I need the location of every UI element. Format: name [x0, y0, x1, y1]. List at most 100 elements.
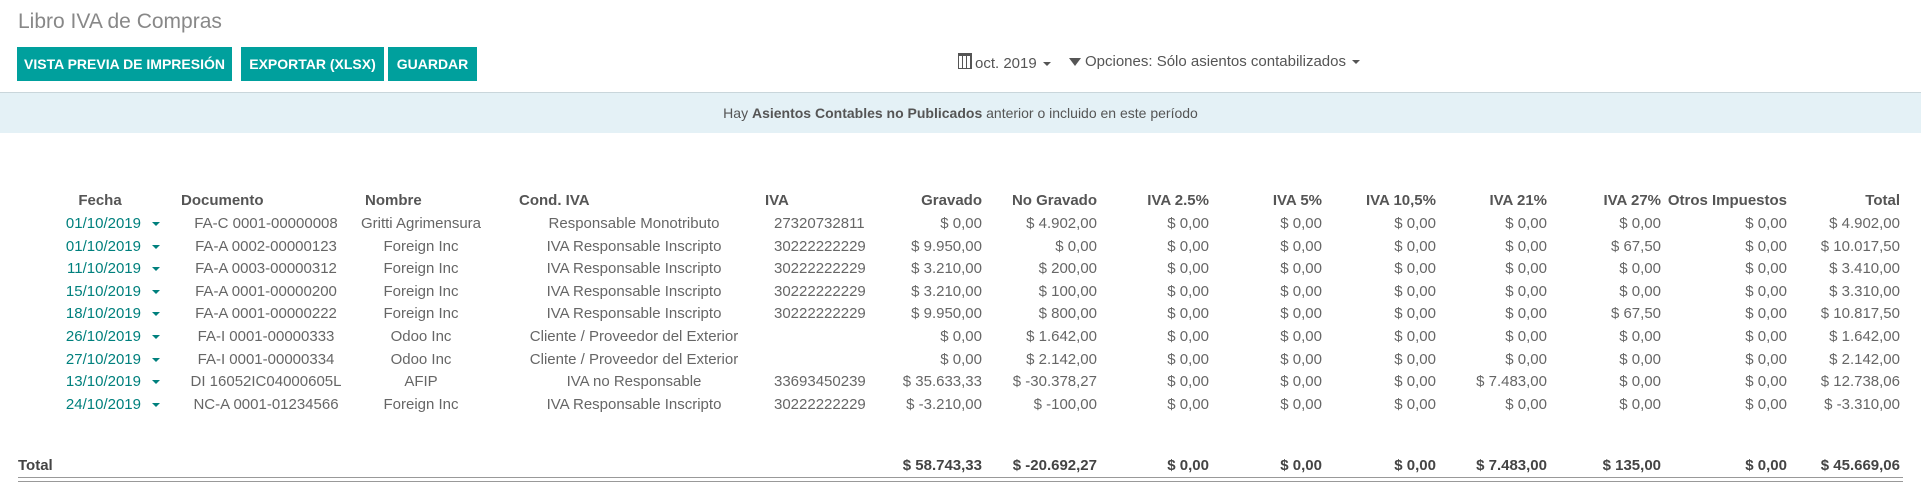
caret-down-icon[interactable]: [152, 335, 160, 339]
cell-date[interactable]: 27/10/2019: [65, 350, 141, 368]
caret-down-icon[interactable]: [152, 357, 160, 362]
cell-document: FA-I 0001-00000333: [197, 328, 335, 345]
header-vat-2-5[interactable]: IVA 2.5%: [1147, 192, 1209, 209]
cell-other-taxes: $ 0,00: [1745, 328, 1787, 345]
cell-vat-2-5: $ 0,00: [1167, 373, 1209, 391]
total-untaxed: $ -20.692,27: [1012, 457, 1097, 474]
cell-other-taxes: $ 0,00: [1745, 395, 1787, 413]
cell-vat-27: $ 67,50: [1610, 237, 1661, 255]
total-taxed: $ 58.743,33: [902, 457, 982, 474]
cell-vat-10-5: $ 0,00: [1394, 328, 1436, 345]
cell-date[interactable]: 24/10/2019: [65, 395, 141, 413]
caret-down-icon[interactable]: [152, 402, 160, 407]
total-vat-21: $ 7.483,00: [1476, 457, 1547, 474]
table-row: 11/10/2019 FA-A 0003-00000312 Foreign Inc I…: [0, 258, 1921, 280]
table-row: 24/10/2019 NC-A 0001-01234566 Foreign Inc I…: [0, 394, 1921, 416]
cell-vat-id: 30222222229: [774, 260, 866, 278]
cell-date[interactable]: 18/10/2019: [65, 305, 141, 323]
total-vat-27: $ 135,00: [1602, 457, 1661, 474]
cell-untaxed: $ 100,00: [1038, 282, 1097, 300]
total-double-underline: [18, 477, 1903, 482]
cell-vat-2-5: $ 0,00: [1167, 260, 1209, 278]
total-label: Total: [18, 457, 53, 474]
options-filter[interactable]: Opciones: Sólo asientos contabilizados: [1069, 53, 1360, 70]
cell-name: Odoo Inc: [390, 328, 452, 345]
cell-other-taxes: $ 0,00: [1745, 373, 1787, 391]
cell-vat-condition: Responsable Monotributo: [548, 215, 720, 232]
cell-vat-condition: IVA Responsable Inscripto: [546, 237, 722, 255]
export-xlsx-button[interactable]: EXPORTAR (XLSX): [241, 47, 384, 81]
cell-taxed: $ 0,00: [940, 328, 982, 345]
cell-total: $ 2.142,00: [1829, 350, 1900, 368]
cell-vat-id: 30222222229: [774, 237, 866, 255]
total-row: Total $ 58.743,33 $ -20.692,27 $ 0,00 $ 0,00…: [0, 455, 1921, 477]
save-button[interactable]: GUARDAR: [388, 47, 477, 81]
caret-down-icon[interactable]: [152, 222, 160, 226]
caret-down-icon[interactable]: [152, 267, 160, 272]
total-vat-2-5: $ 0,00: [1167, 457, 1209, 474]
cell-taxed: $ 0,00: [940, 215, 982, 232]
total-vat-5: $ 0,00: [1280, 457, 1322, 474]
caret-down-icon[interactable]: [152, 380, 160, 385]
table-header: Fecha Documento Nombre Cond. IVA IVA Gravado N…: [0, 190, 1921, 212]
header-document[interactable]: Documento: [181, 192, 264, 209]
cell-vat-10-5: $ 0,00: [1394, 260, 1436, 278]
header-vat-condition[interactable]: Cond. IVA: [519, 192, 590, 209]
header-vat-5[interactable]: IVA 5%: [1272, 192, 1322, 209]
cell-vat-5: $ 0,00: [1280, 373, 1322, 391]
cell-date[interactable]: 13/10/2019: [65, 373, 141, 391]
cell-date[interactable]: 11/10/2019: [67, 260, 141, 278]
filter-icon: [1069, 58, 1081, 67]
cell-document: FA-A 0001-00000200: [195, 282, 337, 300]
cell-vat-5: $ 0,00: [1280, 260, 1322, 278]
cell-vat-10-5: $ 0,00: [1394, 305, 1436, 323]
cell-date[interactable]: 26/10/2019: [65, 328, 141, 345]
cell-taxed: $ -3.210,00: [906, 395, 982, 413]
header-vat-27[interactable]: IVA 27%: [1603, 192, 1661, 209]
cell-untaxed: $ -100,00: [1033, 395, 1097, 413]
header-vat-21[interactable]: IVA 21%: [1489, 192, 1547, 209]
print-preview-button[interactable]: VISTA PREVIA DE IMPRESIÓN: [17, 47, 232, 81]
cell-vat-2-5: $ 0,00: [1167, 305, 1209, 323]
date-filter[interactable]: oct. 2019: [958, 53, 1051, 72]
cell-vat-condition: IVA no Responsable: [566, 373, 702, 391]
header-vat-10-5[interactable]: IVA 10,5%: [1365, 192, 1436, 209]
banner-text: Hay: [723, 105, 752, 121]
cell-vat-27: $ 0,00: [1619, 215, 1661, 232]
cell-vat-5: $ 0,00: [1280, 282, 1322, 300]
cell-vat-2-5: $ 0,00: [1167, 237, 1209, 255]
cell-document: NC-A 0001-01234566: [193, 395, 339, 413]
cell-other-taxes: $ 0,00: [1745, 237, 1787, 255]
header-vat-id[interactable]: IVA: [765, 192, 789, 209]
table-row: 01/10/2019 FA-C 0001-00000008 Gritti Agrim…: [0, 213, 1921, 235]
cell-vat-condition: Cliente / Proveedor del Exterior: [529, 328, 739, 345]
cell-taxed: $ 9.950,00: [911, 237, 982, 255]
cell-name: Foreign Inc: [383, 282, 459, 300]
cell-vat-id: 30222222229: [774, 395, 866, 413]
cell-date[interactable]: 01/10/2019: [65, 237, 141, 255]
cell-vat-21: $ 0,00: [1505, 305, 1547, 323]
header-untaxed[interactable]: No Gravado: [1011, 192, 1097, 209]
cell-untaxed: $ 800,00: [1038, 305, 1097, 323]
caret-down-icon[interactable]: [152, 244, 160, 249]
cell-vat-condition: IVA Responsable Inscripto: [546, 282, 722, 300]
header-total[interactable]: Total: [1865, 192, 1900, 209]
cell-total: $ -3.310,00: [1824, 395, 1900, 413]
cell-name: Odoo Inc: [390, 350, 452, 368]
cell-date[interactable]: 01/10/2019: [65, 215, 141, 232]
cell-vat-27: $ 0,00: [1619, 373, 1661, 391]
unposted-entries-banner: Hay Asientos Contables no Publicados ant…: [0, 92, 1921, 133]
cell-vat-5: $ 0,00: [1280, 305, 1322, 323]
caret-down-icon[interactable]: [152, 289, 160, 294]
header-other-taxes[interactable]: Otros Impuestos: [1667, 192, 1787, 209]
header-name[interactable]: Nombre: [365, 192, 422, 209]
cell-vat-5: $ 0,00: [1280, 215, 1322, 232]
header-taxed[interactable]: Gravado: [921, 192, 982, 209]
cell-vat-condition: IVA Responsable Inscripto: [546, 305, 722, 323]
cell-vat-5: $ 0,00: [1280, 237, 1322, 255]
cell-name: Foreign Inc: [383, 237, 459, 255]
caret-down-icon[interactable]: [152, 312, 160, 317]
cell-date[interactable]: 15/10/2019: [65, 282, 141, 300]
cell-total: $ 3.410,00: [1829, 260, 1900, 278]
header-date[interactable]: Fecha: [78, 192, 122, 209]
